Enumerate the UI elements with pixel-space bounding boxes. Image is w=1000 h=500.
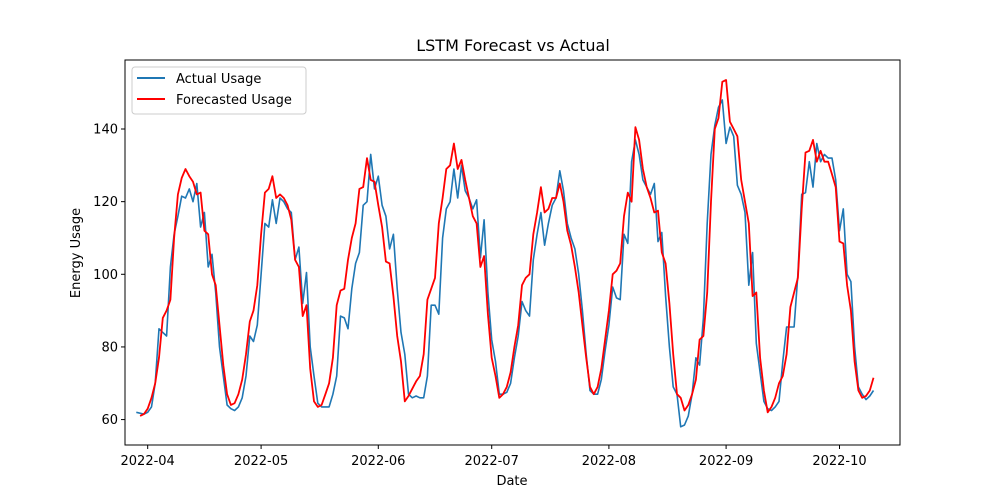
plot-frame [124, 59, 901, 446]
x-tick-label: 2022-10 [812, 454, 866, 469]
legend-label-actual: Actual Usage [176, 72, 261, 87]
x-tick-label: 2022-07 [465, 454, 519, 469]
y-tick-label: 140 [93, 123, 118, 138]
legend-box [131, 66, 307, 115]
y-tick-label: 100 [93, 268, 118, 283]
x-tick-label: 2022-09 [699, 454, 753, 469]
series-layer [136, 79, 875, 428]
y-tick-label: 60 [101, 413, 118, 428]
y-tick-label: 80 [101, 340, 118, 355]
x-tick-label: 2022-08 [582, 454, 636, 469]
x-tick-label: 2022-06 [351, 454, 405, 469]
y-tick-label: 120 [93, 195, 118, 210]
x-axis-title: Date [496, 474, 527, 489]
series-line-forecasted-usage [139, 79, 875, 417]
y-axis-title: Energy Usage [69, 208, 84, 298]
y-axis: 60 80 100 120 140 [93, 123, 125, 428]
legend-label-forecast: Forecasted Usage [176, 93, 292, 108]
legend: Actual Usage Forecasted Usage [131, 66, 307, 115]
x-axis: 2022-04 2022-05 2022-06 2022-07 2022-08 2022-… [121, 445, 867, 469]
chart-title: LSTM Forecast vs Actual [416, 36, 610, 55]
plot-area [124, 59, 901, 446]
x-tick-label: 2022-04 [121, 454, 175, 469]
x-tick-label: 2022-05 [234, 454, 288, 469]
